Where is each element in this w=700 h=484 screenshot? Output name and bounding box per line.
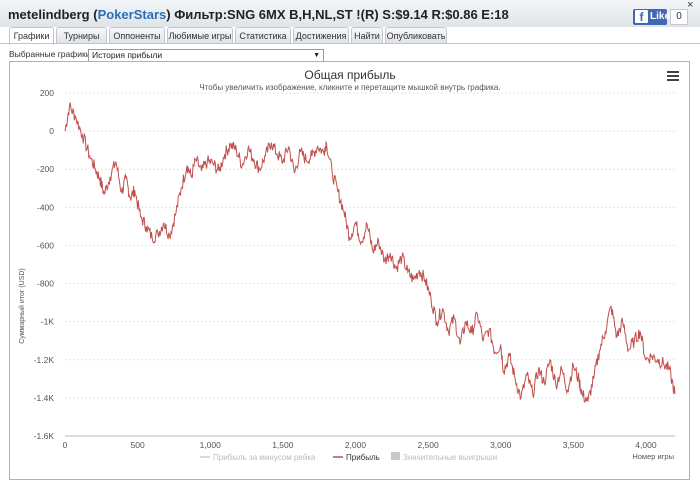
y-tick-label: -400 (37, 202, 54, 212)
username: metelindberg (8, 7, 90, 22)
chart-subtitle: Чтобы увеличить изображение, кликните и … (199, 83, 500, 92)
x-tick-label: 2,000 (345, 440, 367, 450)
y-axis-label: Суммарный итог (USD) (18, 268, 26, 344)
profit-chart[interactable]: 200 0 -200 -400 -600 -800 -1K -1.2K -1.4K -1.6K 0… (10, 62, 689, 479)
y-tick-label: -200 (37, 164, 54, 174)
tab-charts[interactable]: Графики (9, 27, 54, 45)
legend-label-rake: Прибыль за минусом рейка (213, 453, 316, 462)
y-tick-label: -1K (41, 317, 55, 327)
chart-legend: Прибыль за минусом рейка Прибыль Значите… (200, 452, 497, 462)
tab-achievements[interactable]: Достижения (293, 27, 349, 44)
x-axis-label: Номер игры (632, 452, 674, 461)
y-tick-label: -600 (37, 240, 54, 250)
legend-label-big-wins: Значительные выигрыши (403, 453, 497, 462)
chart-selector-label: Выбранные графики: (9, 49, 93, 59)
window-title: metelindberg (PokerStars) Фильтр:SNG 6MX… (8, 7, 509, 22)
legend-swatch-big-wins (391, 452, 400, 460)
window-header: metelindberg (PokerStars) Фильтр:SNG 6MX… (0, 0, 700, 27)
y-tick-label: -1.4K (34, 393, 55, 403)
tab-statistics[interactable]: Статистика (235, 27, 291, 44)
chart-selector-value: История прибыли (92, 50, 163, 60)
chevron-down-icon: ▼ (313, 52, 320, 59)
y-tick-label: -1.6K (34, 431, 55, 441)
y-tick-label: -1.2K (34, 355, 55, 365)
facebook-like-count: 0 (670, 9, 688, 25)
x-axis-ticks: 0 500 1,000 1,500 2,000 2,500 3,000 3,500 4,000 (63, 440, 657, 450)
y-tick-label: 200 (40, 88, 54, 98)
y-tick-label: -800 (37, 279, 54, 289)
series-line-profit (64, 102, 676, 404)
x-tick-label: 3,000 (490, 440, 512, 450)
legend-item-rake[interactable]: Прибыль за минусом рейка (200, 453, 316, 462)
facebook-like-widget[interactable]: f Like 0 (633, 9, 688, 25)
legend-item-profit[interactable]: Прибыль (333, 453, 380, 462)
hamburger-menu-icon[interactable] (667, 71, 679, 81)
x-tick-label: 500 (131, 440, 145, 450)
legend-item-big-wins[interactable]: Значительные выигрыши (391, 452, 497, 462)
facebook-like-button[interactable]: f Like (633, 9, 671, 25)
y-axis-ticks: 200 0 -200 -400 -600 -800 -1K -1.2K -1.4K -1.6K (34, 88, 55, 441)
x-tick-label: 2,500 (417, 440, 439, 450)
tab-search[interactable]: Найти (351, 27, 383, 44)
x-tick-label: 1,500 (272, 440, 294, 450)
legend-label-profit: Прибыль (346, 453, 380, 462)
filter-text: Фильтр:SNG 6MX B,H,NL,ST !(R) S:$9.14 R:… (174, 7, 509, 22)
y-tick-label: 0 (49, 126, 54, 136)
chart-container[interactable]: 200 0 -200 -400 -600 -800 -1K -1.2K -1.4K -1.6K 0… (9, 61, 690, 480)
tab-publish[interactable]: Опубликовать (385, 27, 447, 44)
facebook-icon: f (635, 10, 648, 24)
x-tick-label: 0 (63, 440, 68, 450)
tab-divider (0, 43, 700, 44)
close-icon[interactable]: × (687, 0, 694, 11)
tab-opponents[interactable]: Оппоненты (109, 27, 165, 44)
chart-grid (65, 92, 675, 437)
tab-tournaments[interactable]: Турниры (56, 27, 107, 44)
x-tick-label: 3,500 (563, 440, 585, 450)
site-link[interactable]: PokerStars (97, 7, 167, 22)
facebook-like-label: Like (650, 11, 671, 22)
x-tick-label: 1,000 (200, 440, 222, 450)
chart-title: Общая прибыль (304, 68, 395, 82)
tab-favorite-games[interactable]: Любимые игры (167, 27, 233, 44)
x-tick-label: 4,000 (635, 440, 657, 450)
